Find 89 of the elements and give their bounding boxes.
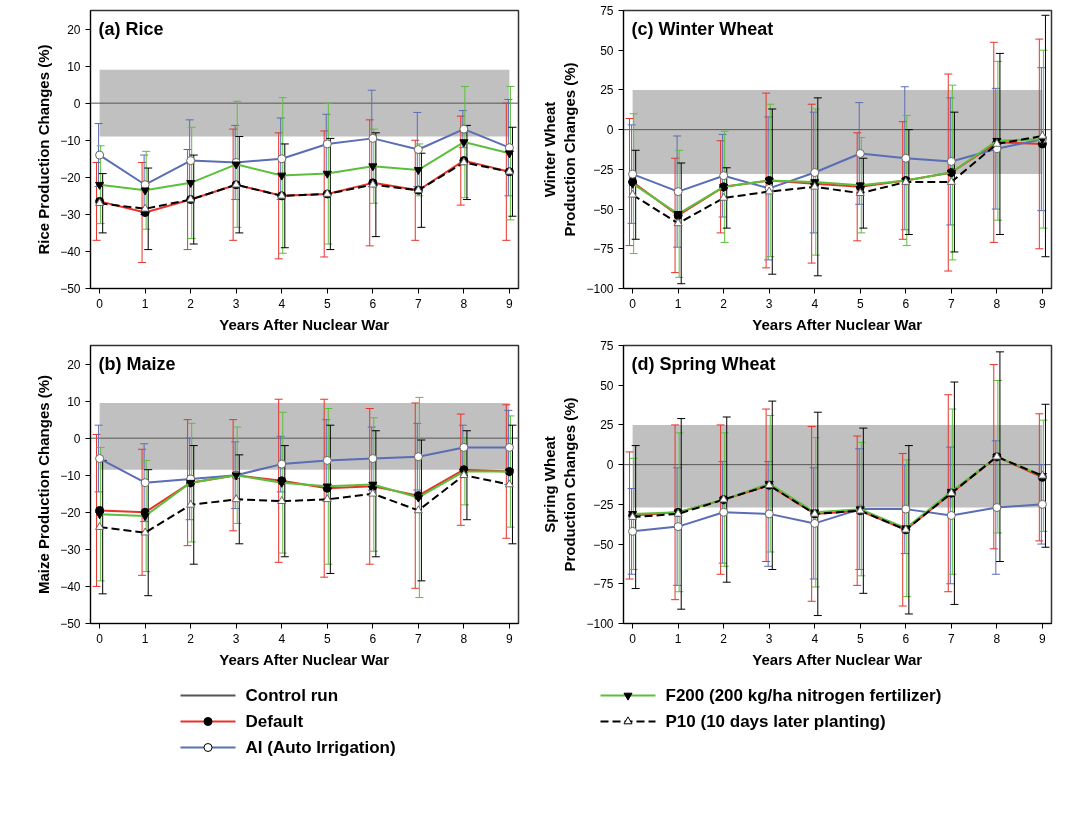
y-axis-title: Spring Wheat Production Changes (%) — [541, 397, 579, 572]
x-tick-label: 8 — [993, 296, 1001, 311]
x-tick-label: 8 — [460, 296, 468, 311]
y-tick-label: −75 — [593, 577, 614, 592]
x-tick-label: 1 — [141, 296, 149, 311]
y-tick-label: 20 — [67, 357, 81, 372]
y-tick-label: −25 — [593, 162, 614, 177]
x-tick-label: 4 — [811, 296, 819, 311]
chart-title: (d) Spring Wheat — [631, 353, 776, 374]
y-tick-label: 75 — [600, 4, 614, 18]
x-tick-label: 0 — [96, 296, 104, 311]
y-tick-label: −50 — [593, 202, 614, 217]
x-tick-label: 9 — [506, 296, 514, 311]
x-tick-label: 6 — [369, 631, 377, 646]
x-tick-label: 5 — [856, 296, 864, 311]
y-tick-label: 0 — [73, 431, 81, 446]
x-tick-label: 2 — [720, 631, 728, 646]
x-tick-label: 1 — [674, 631, 682, 646]
y-tick-label: −30 — [60, 207, 81, 222]
y-tick-label: 20 — [67, 22, 81, 37]
y-tick-label: −40 — [60, 244, 81, 259]
y-tick-label: −100 — [586, 282, 614, 296]
y-tick-label: 25 — [600, 418, 614, 433]
y-tick-label: −20 — [60, 170, 81, 185]
y-tick-label: −75 — [593, 242, 614, 257]
y-tick-label: −50 — [60, 282, 81, 296]
y-tick-label: 50 — [600, 378, 614, 393]
x-tick-label: 2 — [720, 296, 728, 311]
x-tick-label: 3 — [765, 631, 773, 646]
y-tick-label: 0 — [73, 96, 81, 111]
x-tick-label: 0 — [96, 631, 104, 646]
y-axis-title: Rice Production Changes (%) — [35, 44, 53, 255]
x-tick-label: 2 — [187, 296, 195, 311]
y-axis-title: Maize Production Changes (%) — [35, 374, 53, 595]
y-tick-label: −25 — [593, 497, 614, 512]
x-tick-label: 3 — [232, 296, 240, 311]
y-tick-label: −40 — [60, 579, 81, 594]
x-tick-label: 7 — [947, 296, 955, 311]
x-tick-label: 5 — [856, 631, 864, 646]
legend-label: P10 (10 days later planting) — [665, 712, 886, 731]
legend-label: AI (Auto Irrigation) — [245, 738, 396, 757]
chart-title: (b) Maize — [98, 353, 176, 374]
y-tick-label: 75 — [600, 339, 614, 353]
legend-label: Default — [245, 712, 304, 731]
y-tick-label: 0 — [606, 458, 614, 473]
x-tick-label: 7 — [414, 296, 422, 311]
x-tick-label: 0 — [629, 296, 637, 311]
x-tick-label: 6 — [369, 296, 377, 311]
x-tick-label: 9 — [1039, 296, 1047, 311]
y-tick-label: −10 — [60, 468, 81, 483]
x-tick-label: 1 — [674, 296, 682, 311]
x-tick-label: 7 — [414, 631, 422, 646]
y-tick-label: −10 — [60, 133, 81, 148]
y-tick-label: 10 — [67, 59, 81, 74]
legend-label: F200 (200 kg/ha nitrogen fertilizer) — [665, 686, 942, 705]
y-tick-label: 0 — [606, 123, 614, 138]
legend-label: Control run — [245, 686, 339, 705]
x-tick-label: 6 — [902, 631, 910, 646]
y-tick-label: −30 — [60, 542, 81, 557]
x-tick-label: 2 — [187, 631, 195, 646]
y-tick-label: 10 — [67, 394, 81, 409]
x-axis-title: Years After Nuclear War — [752, 315, 923, 333]
x-tick-label: 4 — [278, 296, 286, 311]
x-tick-label: 6 — [902, 296, 910, 311]
x-tick-label: 4 — [278, 631, 286, 646]
x-tick-label: 9 — [506, 631, 514, 646]
x-tick-label: 3 — [765, 296, 773, 311]
x-tick-label: 5 — [323, 631, 331, 646]
x-tick-label: 7 — [947, 631, 955, 646]
x-tick-label: 8 — [993, 631, 1001, 646]
y-tick-label: −100 — [586, 617, 614, 631]
chart-title: (c) Winter Wheat — [631, 18, 774, 39]
x-axis-title: Years After Nuclear War — [219, 650, 390, 668]
x-tick-label: 1 — [141, 631, 149, 646]
y-tick-label: 25 — [600, 83, 614, 98]
x-tick-label: 0 — [629, 631, 637, 646]
x-tick-label: 5 — [323, 296, 331, 311]
y-tick-label: −50 — [593, 537, 614, 552]
y-tick-label: 50 — [600, 43, 614, 58]
x-tick-label: 8 — [460, 631, 468, 646]
y-tick-label: −50 — [60, 617, 81, 631]
x-axis-title: Years After Nuclear War — [752, 650, 923, 668]
x-tick-label: 9 — [1039, 631, 1047, 646]
x-tick-label: 3 — [232, 631, 240, 646]
y-tick-label: −20 — [60, 505, 81, 520]
x-axis-title: Years After Nuclear War — [219, 315, 390, 333]
chart-title: (a) Rice — [98, 18, 164, 39]
x-tick-label: 4 — [811, 631, 819, 646]
y-axis-title: Winter Wheat Production Changes (%) — [541, 62, 579, 237]
